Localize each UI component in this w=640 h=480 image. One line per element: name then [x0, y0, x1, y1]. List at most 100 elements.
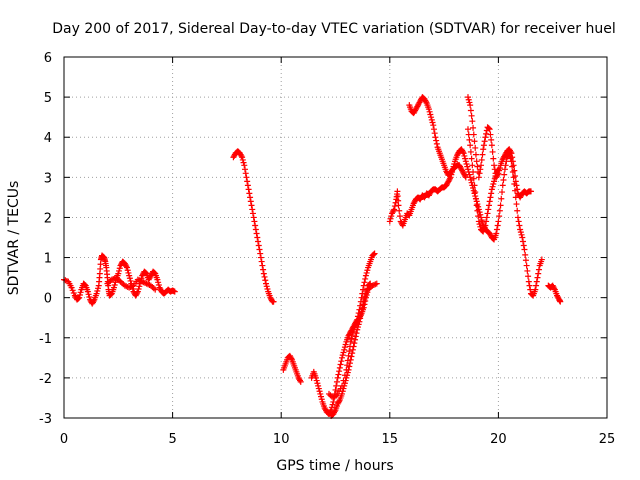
data-point — [494, 167, 501, 174]
data-point — [465, 96, 472, 103]
data-point — [469, 118, 476, 125]
data-point — [479, 151, 486, 158]
data-point — [95, 285, 102, 292]
data-point — [242, 166, 248, 173]
data-point — [532, 286, 539, 293]
data-point — [451, 160, 458, 167]
data-point — [474, 207, 481, 214]
data-point — [264, 285, 271, 292]
data-point — [70, 289, 77, 296]
data-point — [467, 148, 474, 155]
data-point — [483, 218, 490, 225]
data-point — [465, 131, 472, 138]
data-point — [514, 214, 521, 221]
data-point — [134, 288, 141, 295]
data-point — [535, 266, 542, 273]
data-point — [348, 335, 355, 342]
data-point — [313, 377, 320, 384]
data-point — [337, 361, 344, 368]
data-point — [247, 194, 254, 201]
data-point — [349, 332, 356, 339]
data-point — [485, 202, 492, 209]
data-point — [347, 356, 354, 363]
data-point — [449, 167, 456, 174]
data-point — [466, 171, 473, 178]
data-point — [339, 352, 346, 359]
data-point — [297, 378, 304, 385]
data-point — [468, 179, 475, 186]
data-point — [340, 377, 347, 384]
data-point — [535, 270, 542, 277]
data-point — [86, 293, 93, 300]
data-point — [474, 201, 481, 208]
data-point — [520, 238, 527, 245]
data-point — [478, 214, 485, 221]
data-point — [482, 222, 489, 229]
y-tick-label: 6 — [44, 51, 52, 66]
data-point — [514, 186, 521, 193]
data-point — [433, 140, 440, 147]
data-point — [483, 214, 490, 221]
data-point — [76, 294, 83, 301]
data-point — [343, 366, 350, 373]
data-point — [362, 272, 369, 279]
data-point — [341, 372, 348, 379]
data-point — [254, 234, 261, 241]
data-point — [496, 213, 503, 220]
data-point — [363, 291, 370, 298]
data-point — [242, 170, 249, 177]
data-point — [329, 401, 336, 408]
data-point — [470, 175, 477, 182]
data-point — [497, 202, 504, 209]
data-point — [348, 353, 355, 360]
data-point — [315, 382, 322, 389]
data-point — [433, 137, 440, 144]
data-point — [489, 148, 496, 155]
data-point — [315, 385, 322, 392]
data-point — [471, 138, 478, 145]
data-point — [467, 177, 474, 184]
data-point — [487, 194, 494, 201]
data-point — [152, 286, 159, 293]
data-point — [345, 352, 352, 359]
data-point — [477, 166, 484, 173]
y-tick-label: -2 — [39, 372, 52, 387]
data-point — [370, 251, 377, 258]
data-point — [362, 275, 369, 282]
data-point — [557, 298, 564, 305]
data-point — [357, 312, 364, 319]
data-point — [75, 295, 82, 302]
data-point — [332, 386, 339, 393]
data-point — [387, 215, 394, 222]
data-point — [499, 189, 506, 196]
data-point — [249, 210, 256, 217]
data-point — [391, 203, 398, 210]
data-point — [248, 202, 255, 209]
data-point — [90, 298, 97, 305]
data-point — [462, 155, 469, 162]
data-point — [488, 136, 495, 143]
data-point — [395, 202, 402, 209]
data-point — [373, 280, 380, 287]
data-point — [262, 277, 269, 284]
data-point — [461, 152, 468, 159]
data-points — [61, 94, 564, 419]
plot-frame — [63, 56, 608, 419]
data-point — [501, 166, 508, 173]
data-point — [253, 230, 260, 237]
data-point — [244, 178, 251, 185]
data-point — [336, 398, 343, 405]
data-point — [250, 214, 257, 221]
data-point — [474, 163, 481, 170]
data-point — [430, 126, 437, 133]
x-axis-label: GPS time / hours — [276, 458, 393, 474]
data-point — [522, 257, 529, 264]
data-point — [134, 289, 141, 296]
data-point — [473, 202, 480, 209]
data-point — [123, 263, 130, 270]
data-point — [469, 162, 476, 169]
data-point — [485, 125, 492, 132]
data-point — [527, 286, 534, 293]
data-point — [480, 146, 487, 153]
